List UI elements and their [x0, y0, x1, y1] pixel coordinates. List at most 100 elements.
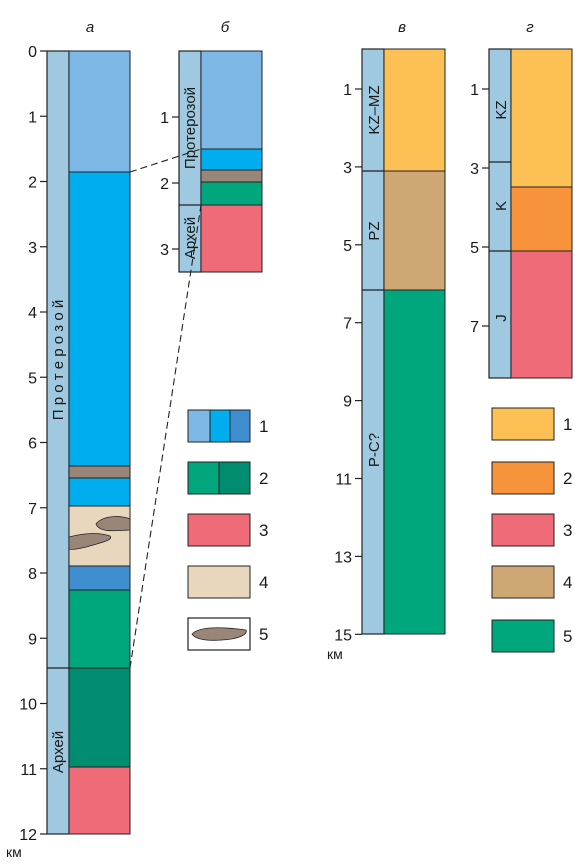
legend-left: 1 2 3 4 5 [187, 409, 268, 651]
legend-swatch [491, 461, 555, 495]
tick-label: 1 [470, 82, 479, 99]
tick-label: 9 [28, 631, 37, 648]
era-label-kz: KZ [493, 100, 510, 119]
tick-label: 13 [334, 549, 352, 566]
unit-label-a: км [6, 844, 22, 860]
tick-label: 11 [20, 762, 37, 779]
correlation-line [129, 204, 202, 669]
legend-swatch [491, 565, 555, 599]
tick-label: 7 [28, 501, 37, 518]
legend-item-4: 4 [491, 565, 572, 599]
strata-column-a [68, 50, 131, 835]
tick-label: 3 [28, 240, 37, 257]
stratum-green [200, 181, 263, 206]
legend-right: 1 2 3 4 5 [491, 407, 572, 653]
legend-number: 2 [259, 469, 268, 488]
legend-number: 1 [259, 417, 268, 436]
legend-item-2: 2 [491, 461, 572, 495]
legend-number: 5 [259, 625, 268, 644]
era-label-k: K [493, 201, 510, 211]
correlation-lines [129, 148, 202, 669]
stratum-dark-green [68, 667, 131, 768]
stratum-light-blue [68, 50, 131, 173]
legend-item-3: 3 [491, 513, 572, 547]
stratum-light-blue [200, 50, 263, 150]
legend-item-4: 4 [187, 565, 268, 599]
tick-label: 15 [334, 627, 352, 644]
depth-axis-b: 1 2 3 [160, 110, 179, 259]
era-column-g [488, 48, 512, 379]
era-label-pz: PZ [366, 221, 383, 240]
era-label-pc: P-C? [366, 433, 383, 467]
era-label-kz-mz: KZ–MZ [366, 85, 383, 134]
tick-label: 6 [28, 436, 37, 453]
legend-swatch [229, 409, 251, 443]
tick-label: 1 [28, 109, 37, 126]
panel-g-letter: г [526, 19, 534, 36]
legend-number: 3 [563, 521, 572, 540]
tick-label: 12 [19, 827, 37, 844]
panel-v-letter: в [398, 19, 406, 36]
tick-label: 11 [335, 472, 352, 489]
legend-number: 4 [259, 573, 268, 592]
panel-b-letter: б [221, 19, 230, 36]
stratum-grey-brown [68, 465, 131, 479]
stratum-grey-brown [200, 169, 263, 183]
stratum-red [68, 766, 131, 835]
panel-a-letter: а [86, 19, 94, 36]
legend-number: 2 [563, 469, 572, 488]
strata-column-g [510, 48, 573, 379]
era-label-proterozoic-a: П р о т е р о з о й [50, 300, 67, 420]
stratum-bright-blue [200, 148, 263, 171]
lens-shape [68, 533, 112, 550]
tick-label: 7 [343, 316, 352, 333]
legend-swatch [491, 407, 555, 441]
legend-number: 1 [563, 415, 572, 434]
tick-label: 5 [470, 240, 479, 257]
tick-label: 5 [28, 370, 37, 387]
tick-label: 2 [28, 175, 37, 192]
tick-label: 1 [343, 82, 352, 99]
legend-item-5: 5 [187, 617, 268, 651]
strata-column-b [200, 50, 263, 273]
tick-label: 0 [28, 44, 37, 61]
panel-g: г KZ K J 1 3 5 7 [470, 19, 573, 379]
legend-swatch [187, 513, 251, 547]
unit-label-v: км [327, 646, 343, 662]
legend-number: 3 [259, 521, 268, 540]
legend-swatch [209, 409, 231, 443]
era-label-archean-a: Архей [50, 731, 67, 773]
tick-label: 5 [343, 238, 352, 255]
era-label-proterozoic-b: Протерозой [182, 87, 199, 169]
stratum-yellow [383, 48, 446, 172]
legend-item-2: 2 [187, 461, 268, 495]
tick-label: 8 [28, 566, 37, 583]
tick-label: 7 [470, 319, 479, 336]
strata-column-v [383, 48, 446, 635]
depth-axis-g: 1 3 5 7 [470, 82, 489, 336]
legend-item-1: 1 [491, 407, 572, 441]
stratum-bright-blue [68, 477, 131, 507]
stratum-orange [510, 186, 573, 252]
tick-label: 9 [343, 394, 352, 411]
stratum-green [383, 289, 446, 635]
legend-swatch [187, 409, 211, 443]
legend-swatch [491, 513, 555, 547]
panel-b: б Протерозой Архей 123 [160, 19, 263, 273]
legend-swatch [187, 565, 251, 599]
era-column-v [361, 48, 385, 635]
era-column-a [46, 50, 70, 835]
legend-number: 5 [563, 627, 572, 646]
tick-label: 1 [160, 110, 169, 127]
stratum-mid-blue [68, 565, 131, 591]
tick-label: 3 [343, 160, 352, 177]
tick-label: 4 [28, 305, 37, 322]
lens-shape [95, 516, 131, 532]
tick-label: 2 [160, 176, 169, 193]
legend-item-5: 5 [491, 619, 572, 653]
stratum-red [200, 204, 263, 273]
legend-swatch [491, 619, 555, 653]
